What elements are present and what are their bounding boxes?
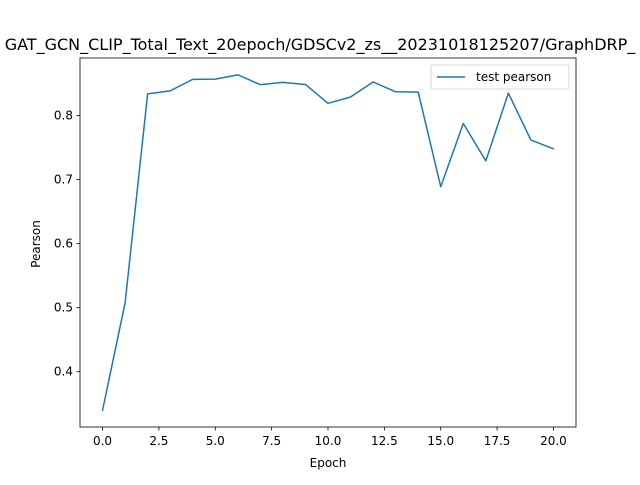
legend-box	[430, 64, 570, 90]
x-axis-label: Epoch	[310, 456, 347, 470]
y-tick-label: 0.5	[54, 301, 73, 315]
y-tick-label: 0.8	[54, 109, 73, 123]
series-line-0	[101, 74, 555, 412]
chart-title: GAT_GCN_CLIP_Total_Text_20epoch/GDSCv2_z…	[5, 35, 637, 55]
x-tick-label: 2.5	[149, 434, 168, 448]
x-tick-label: 7.5	[262, 434, 281, 448]
y-tick-label: 0.6	[54, 237, 73, 251]
legend-label: test pearson	[476, 70, 551, 84]
y-axis-label: Pearson	[29, 220, 43, 268]
x-tick-label: 5.0	[206, 434, 225, 448]
x-tick-label: 0.0	[93, 434, 112, 448]
x-tick-label: 15.0	[427, 434, 454, 448]
x-tick-label: 10.0	[315, 434, 342, 448]
x-tick-label: 12.5	[371, 434, 398, 448]
plot-area: 0.0 2.5 5.0 7.5 10.0 12.5 15.0 17.5 20.0 0.4 0.5 0.…	[54, 57, 577, 448]
x-tick-label: 17.5	[484, 434, 511, 448]
y-tick-label: 0.7	[54, 173, 73, 187]
x-tick-label: 20.0	[540, 434, 567, 448]
y-tick-label: 0.4	[54, 365, 73, 379]
